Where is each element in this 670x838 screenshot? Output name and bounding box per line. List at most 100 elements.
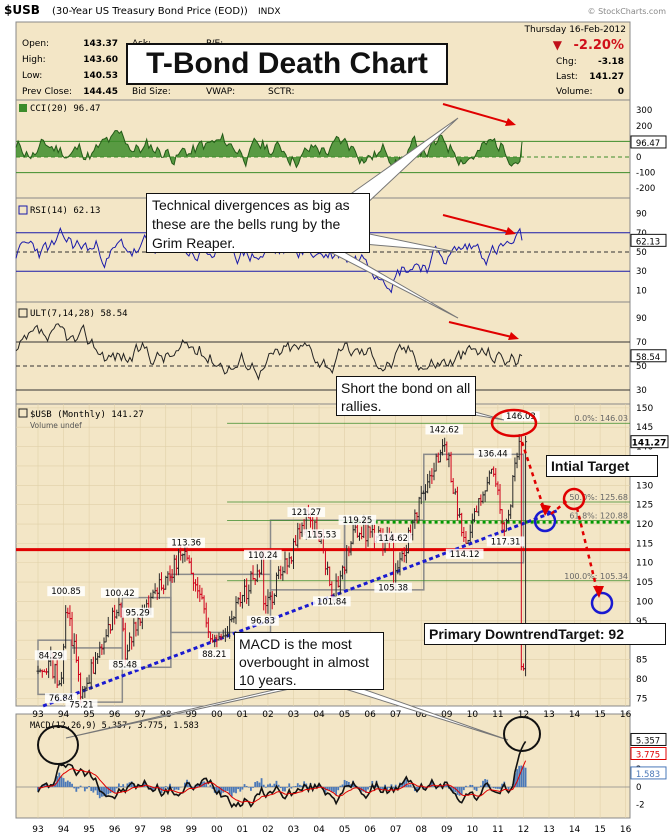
cci-arrowhead-icon xyxy=(505,118,516,126)
primary-target-callout: Primary DowntrendTarget: 92 xyxy=(424,623,666,645)
price-x-tick: 14 xyxy=(569,710,581,720)
macd-histogram-bar xyxy=(401,783,403,787)
macd-histogram-bar xyxy=(345,781,348,787)
ult-line xyxy=(15,323,523,381)
divergence-text: Technical divergences as big as these ar… xyxy=(152,197,350,251)
peak-label: 136.44 xyxy=(478,449,508,459)
macd-histogram-bar xyxy=(86,786,88,789)
macd-histogram-bar xyxy=(405,779,408,787)
macd-histogram-bar xyxy=(445,784,448,787)
rsi-arrowhead-icon xyxy=(505,227,516,235)
macd-histogram-bar xyxy=(330,786,333,792)
low-value: 140.53 xyxy=(83,71,118,81)
macd-x-tick: 10 xyxy=(467,825,479,835)
peak-label-bg xyxy=(244,549,282,560)
macd-histogram-bar xyxy=(271,785,274,787)
macd-histogram-bar xyxy=(392,786,395,789)
price-x-tick: 09 xyxy=(441,710,453,720)
price-x-tick: 06 xyxy=(364,710,376,720)
macd-histogram-bar xyxy=(37,786,39,792)
macd-x-tick: 96 xyxy=(109,825,121,835)
rsi-legend-swatch xyxy=(18,205,28,215)
peak-label: 84.29 xyxy=(39,651,63,661)
macd-histogram-bar xyxy=(362,786,365,792)
price-x-tick: 04 xyxy=(313,710,325,720)
macd-histogram-bar xyxy=(218,786,220,791)
macd-histogram-bar xyxy=(277,784,280,787)
macd-y-tick: -2 xyxy=(636,801,644,811)
macd-x-tick: 04 xyxy=(313,825,325,835)
price-x-tick: 02 xyxy=(262,710,273,720)
price-x-tick: 96 xyxy=(109,710,121,720)
macd-histogram-bar xyxy=(494,786,497,789)
peak-label: 100.85 xyxy=(51,587,81,597)
price-y-tick: 145 xyxy=(636,423,653,433)
macd-histogram-bar xyxy=(69,781,71,787)
macd-histogram-bar xyxy=(458,786,461,796)
macd-histogram-bar xyxy=(326,786,329,791)
macd-histogram-bar xyxy=(407,784,410,787)
indicator-y-tick: 200 xyxy=(636,122,652,132)
macd-x-tick: 12 xyxy=(518,825,529,835)
peak-label: 96.83 xyxy=(251,617,275,627)
macd-histogram-bar xyxy=(281,786,284,792)
price-y-tick: 85 xyxy=(636,656,647,666)
fib-label: 61.8%: 120.88 xyxy=(569,512,628,521)
short-text: Short the bond on all rallies. xyxy=(341,380,471,414)
macd-histogram-bar xyxy=(492,786,495,789)
macd-histogram-bar xyxy=(205,782,208,787)
rsi-legend: RSI(14) 62.13 xyxy=(30,206,100,216)
peak-label: 114.12 xyxy=(450,550,480,560)
change-pct: -2.20% xyxy=(574,38,625,53)
macd-histogram-bar xyxy=(296,783,299,787)
macd-x-tick: 07 xyxy=(390,825,401,835)
price-y-tick: 100 xyxy=(636,597,653,607)
macd-histogram-bar xyxy=(177,786,180,791)
macd-histogram-bar xyxy=(237,786,240,790)
macd-histogram-bar xyxy=(328,786,331,791)
chg-value: -3.18 xyxy=(598,57,624,67)
macd-histogram-bar xyxy=(143,782,146,787)
macd-histogram-bar xyxy=(107,786,110,795)
macd-histogram-bar xyxy=(88,786,90,787)
price-x-tick: 99 xyxy=(186,710,198,720)
macd-histogram-bar xyxy=(118,783,120,787)
peak-label-bg xyxy=(374,582,412,593)
macd-x-tick: 98 xyxy=(160,825,172,835)
macd-histogram-bar xyxy=(201,781,203,787)
congestion-box xyxy=(423,453,525,564)
macd-signal-line xyxy=(38,760,527,804)
macd-x-tick: 08 xyxy=(416,825,428,835)
peak-label: 119.25 xyxy=(343,516,373,526)
macd-histogram-bar xyxy=(94,786,97,791)
peak-label-bg xyxy=(44,693,77,704)
macd-histogram-bar xyxy=(416,786,418,793)
peak-label: 101.84 xyxy=(317,597,347,607)
macd-histogram-bar xyxy=(162,786,165,791)
macd-x-tick: 05 xyxy=(339,825,350,835)
macd-histogram-bar xyxy=(58,772,61,787)
macd-histogram-bar xyxy=(337,786,340,791)
macd-histogram-bar xyxy=(250,786,252,791)
ult-arrowhead-icon xyxy=(508,332,519,340)
price-x-tick: 11 xyxy=(492,710,503,720)
macd-histogram-bar xyxy=(164,786,167,787)
date-label: Thursday 16-Feb-2012 xyxy=(524,25,627,35)
peak-label-bg xyxy=(65,699,98,710)
ult-legend: ULT(7,14,28) 58.54 xyxy=(30,309,128,319)
vwap-label: VWAP: xyxy=(206,87,235,97)
macd-histogram-bar xyxy=(66,780,69,787)
macd-histogram-bar xyxy=(499,786,501,789)
macd-histogram-bar xyxy=(92,786,95,793)
macd-histogram-bar xyxy=(454,786,457,793)
price-x-tick: 16 xyxy=(620,710,632,720)
macd-histogram-bar xyxy=(452,786,455,793)
macd-histogram-bar xyxy=(288,783,291,787)
indicator-y-tick: 0 xyxy=(636,153,641,163)
price-layer: 84.29 76.84 100.85 75.21 100.42 95.29 85.48 113… xyxy=(16,411,630,710)
price-x-tick: 03 xyxy=(288,710,299,720)
macd-x-tick: 11 xyxy=(492,825,503,835)
macd-histogram-bar xyxy=(64,781,67,787)
indicator-y-tick: 50 xyxy=(636,362,647,372)
macd-histogram-bar xyxy=(222,786,225,793)
